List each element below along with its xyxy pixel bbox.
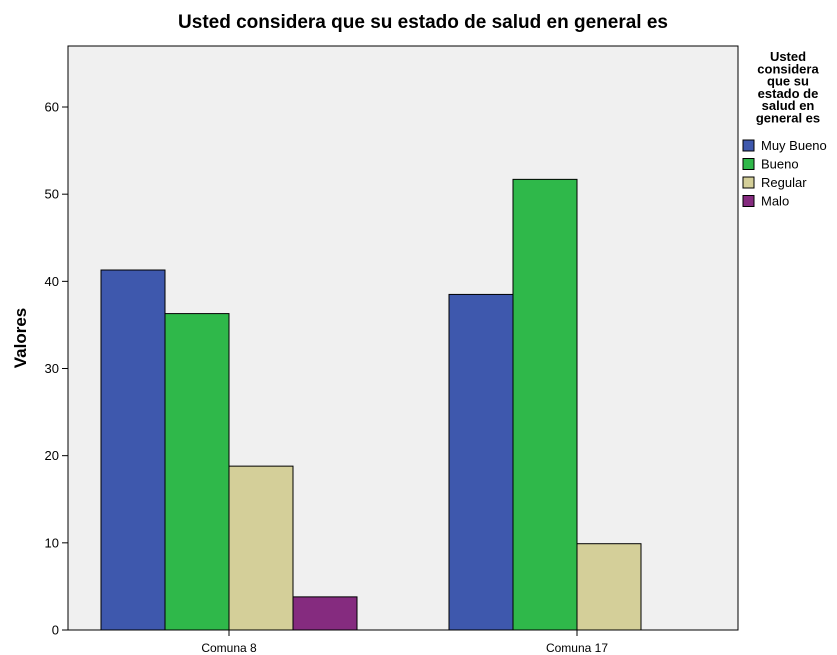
y-tick-label: 50 [45,187,59,202]
legend-swatch-malo [742,195,755,207]
legend-title-line: que su [767,74,809,89]
legend-title-line: salud en [762,98,815,113]
bar-muy-bueno-1 [100,269,166,631]
legend-swatch-muy-bueno [742,139,755,152]
y-axis-label: Valores [11,308,30,369]
legend-title-line: estado de [758,86,819,101]
bar-bueno-2 [512,178,578,631]
bar-muy-bueno-2 [448,293,514,631]
y-tick-label: 40 [45,274,59,289]
y-tick-label: 10 [45,535,59,550]
y-axis: 0 10 20 30 40 50 60 [45,100,68,638]
legend-title-line: general es [756,111,820,126]
legend-swatch-regular [742,176,755,189]
legend-title-line: Usted [770,49,806,64]
bar-regular-2 [576,543,642,631]
bar-bueno-1 [164,313,230,631]
y-tick-label: 0 [52,623,59,638]
legend-label: Bueno [761,157,799,172]
x-tick-label: Comuna 8 [201,641,257,655]
legend-label: Muy Bueno [761,138,827,153]
legend-swatch-bueno [742,158,755,170]
bar-regular-1 [228,465,294,631]
legend-label: Malo [761,194,789,209]
x-tick-label: Comuna 17 [546,641,608,655]
bars [100,178,642,631]
legend-title-line: considera [757,61,819,76]
x-axis: Comuna 8 Comuna 17 [201,630,608,655]
y-tick-label: 20 [45,448,59,463]
chart-title: Usted considera que su estado de salud e… [178,12,668,33]
bar-malo-1 [292,596,358,631]
legend-label: Regular [761,175,807,190]
y-tick-label: 60 [45,100,59,115]
y-tick-label: 30 [45,361,59,376]
